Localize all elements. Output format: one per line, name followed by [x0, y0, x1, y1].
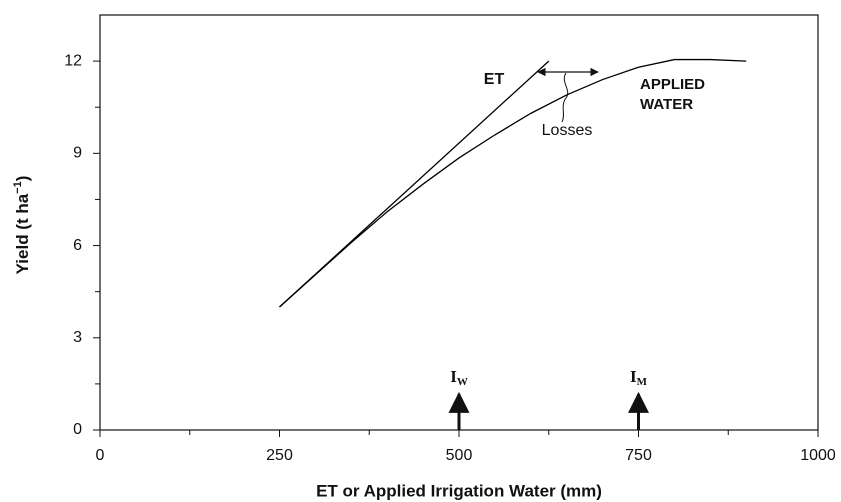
series-label: ET	[484, 71, 505, 88]
y-tick-label: 6	[73, 237, 82, 254]
series-line	[279, 58, 747, 308]
y-tick-label: 3	[73, 329, 82, 346]
marker-label: IW	[450, 367, 468, 388]
y-tick-label: 0	[73, 421, 82, 438]
marker-label-sub: W	[457, 376, 468, 388]
y-axis-label-end: )	[13, 176, 32, 182]
y-tick-label: 12	[64, 52, 82, 69]
y-axis-label-text: Yield (t ha	[13, 193, 32, 274]
x-axis-label: ET or Applied Irrigation Water (mm)	[316, 481, 602, 500]
series-label: APPLIED WATER	[640, 76, 706, 113]
x-tick-label: 250	[266, 447, 293, 464]
x-tick-label: 500	[446, 447, 473, 464]
marker-label-sub: M	[637, 376, 648, 388]
marker-label: IM	[630, 367, 648, 388]
marker-label-main: I	[450, 367, 457, 386]
x-tick-label: 750	[625, 447, 652, 464]
losses-brace	[561, 72, 569, 123]
x-tick-label: 0	[96, 447, 105, 464]
annotation: Losses	[542, 122, 593, 139]
y-axis-label: Yield (t ha−1)	[12, 176, 33, 275]
marker-label-main: I	[630, 367, 637, 386]
x-tick-label: 1000	[800, 447, 836, 464]
y-tick-label: 9	[73, 145, 82, 162]
y-axis-label-sup: −1	[12, 181, 24, 194]
